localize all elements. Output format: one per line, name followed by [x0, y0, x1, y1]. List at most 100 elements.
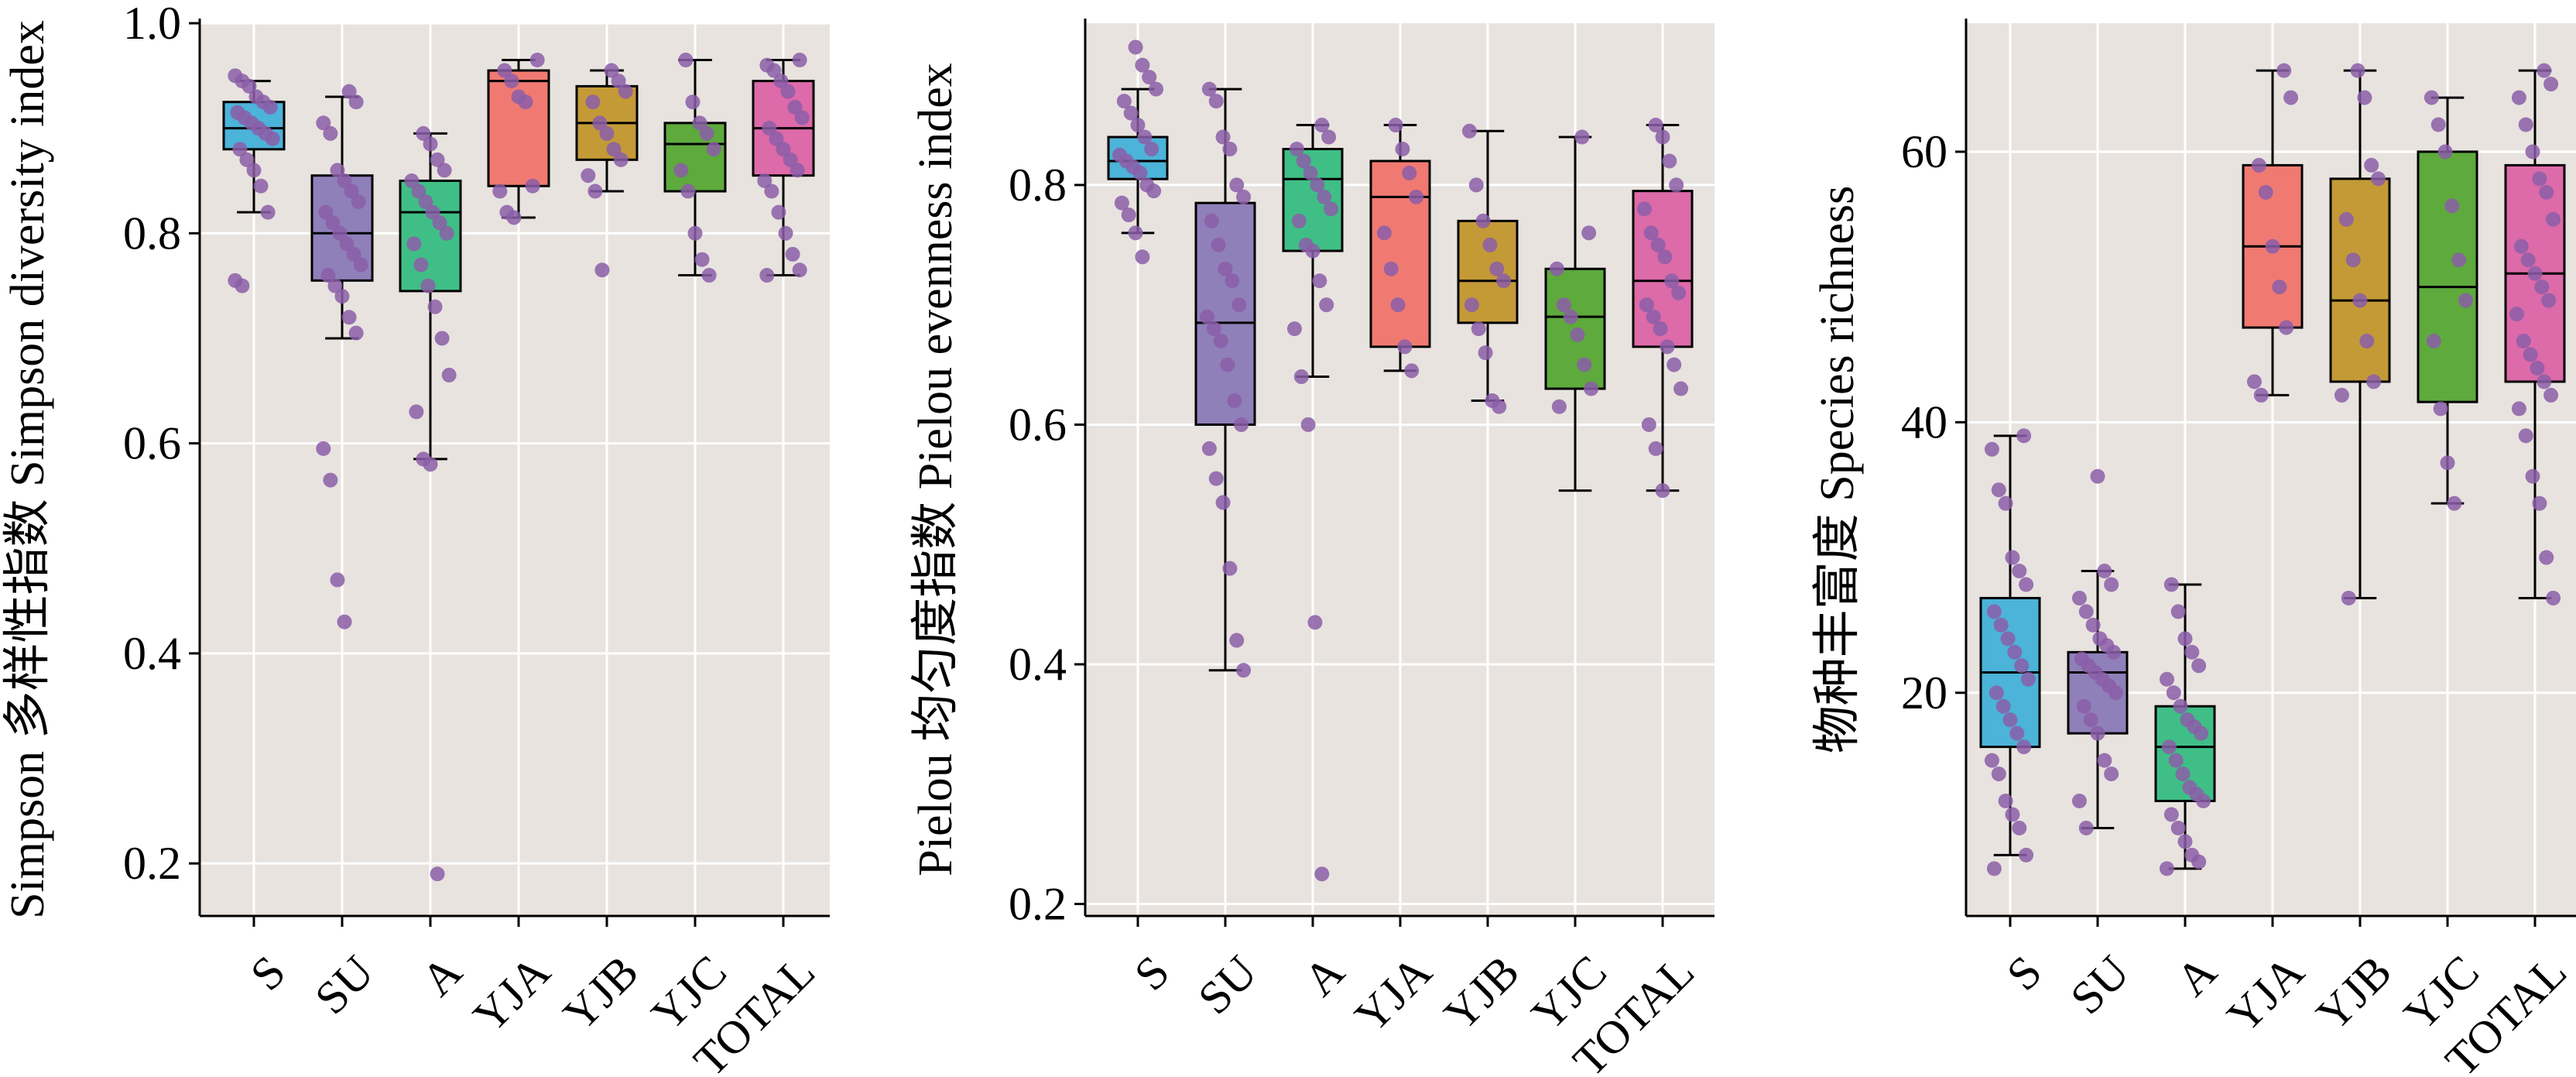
data-point [2424, 90, 2439, 105]
data-point [1114, 195, 1129, 211]
data-point [2543, 77, 2559, 92]
data-point [2458, 293, 2474, 308]
data-point [2078, 820, 2094, 835]
data-point [434, 331, 450, 346]
data-point [2546, 590, 2561, 605]
data-point [348, 325, 364, 341]
y-tick-label: 0.2 [1009, 879, 1067, 930]
data-point [260, 204, 276, 220]
data-point [2539, 184, 2554, 200]
data-point [1296, 153, 1311, 169]
data-point [406, 236, 422, 252]
data-point [430, 152, 445, 167]
data-point [2177, 834, 2193, 849]
data-point [316, 115, 331, 131]
data-point [1293, 369, 1309, 385]
data-point [2104, 767, 2119, 782]
data-point [2518, 428, 2533, 444]
x-tick-label: YJB [1434, 946, 1529, 1041]
data-point [1669, 177, 1684, 193]
y-tick-label: 1.0 [123, 0, 181, 49]
data-point [2251, 157, 2266, 173]
data-point [1549, 261, 1564, 276]
data-point [1376, 225, 1392, 241]
data-point [685, 94, 701, 110]
data-point [2334, 387, 2349, 403]
data-point [1383, 261, 1399, 276]
data-point [687, 225, 703, 241]
data-point [2534, 280, 2550, 295]
data-point [1199, 309, 1214, 324]
box-a [1282, 148, 1344, 252]
data-point [2175, 767, 2191, 782]
data-point [778, 225, 793, 241]
data-point [1995, 698, 2011, 714]
data-point [2518, 117, 2533, 132]
data-point [1312, 273, 1327, 289]
data-point [1130, 118, 1146, 133]
data-point [1300, 417, 1316, 432]
data-point [2546, 211, 2561, 227]
data-point [1991, 482, 2006, 498]
data-point [2097, 564, 2112, 579]
data-point [773, 74, 789, 89]
data-point [2537, 63, 2552, 78]
data-point [1648, 118, 1663, 133]
data-point [1286, 321, 1302, 337]
data-point [2071, 590, 2087, 605]
data-point [2530, 360, 2545, 376]
data-point [794, 110, 810, 125]
data-point [2364, 157, 2379, 173]
data-point [420, 278, 436, 293]
data-point [1227, 393, 1242, 409]
data-point [2012, 564, 2027, 579]
data-point [2177, 631, 2193, 647]
data-point [783, 152, 798, 167]
data-point [1220, 357, 1235, 372]
data-point [780, 84, 796, 99]
y-axis-title: Simpson 多样性指数 Simpson diversity index [2, 20, 54, 919]
y-tick-label: 0.6 [123, 418, 181, 469]
data-point [2246, 374, 2262, 389]
data-point [1655, 129, 1670, 145]
data-point [2525, 468, 2540, 484]
data-point [585, 94, 601, 110]
data-point [1314, 866, 1330, 882]
data-point [1404, 363, 1420, 379]
data-point [1206, 321, 1221, 337]
data-point [2516, 334, 2531, 349]
data-point [1492, 399, 1507, 414]
x-tick-label: YJB [553, 946, 648, 1041]
data-point [2170, 604, 2186, 619]
data-point [425, 204, 440, 220]
data-point [2265, 238, 2280, 254]
data-point [1986, 604, 2002, 619]
y-tick-label: 0.2 [123, 838, 181, 889]
data-point [613, 152, 629, 167]
data-point [1144, 142, 1160, 157]
data-point [2513, 238, 2529, 254]
data-point [2009, 725, 2025, 741]
data-point [1215, 495, 1231, 510]
data-point [2509, 307, 2524, 322]
y-tick-label: 40 [1901, 396, 1947, 448]
data-point [2000, 631, 2016, 647]
data-point [2352, 293, 2368, 308]
data-point [2527, 266, 2543, 281]
data-point [529, 52, 545, 67]
data-point [2163, 807, 2179, 822]
box-yjc [663, 122, 727, 193]
data-point [2338, 211, 2354, 227]
data-point [581, 168, 596, 184]
data-point [404, 173, 420, 188]
data-point [1222, 561, 1238, 576]
data-point [787, 100, 803, 115]
data-point [1236, 189, 1252, 204]
data-point [771, 204, 786, 220]
data-point [1655, 483, 1670, 499]
data-point [2005, 807, 2020, 822]
data-point [764, 184, 779, 199]
x-tick-label: A [2167, 946, 2226, 1006]
data-point [2108, 685, 2124, 701]
data-point [2191, 854, 2207, 869]
